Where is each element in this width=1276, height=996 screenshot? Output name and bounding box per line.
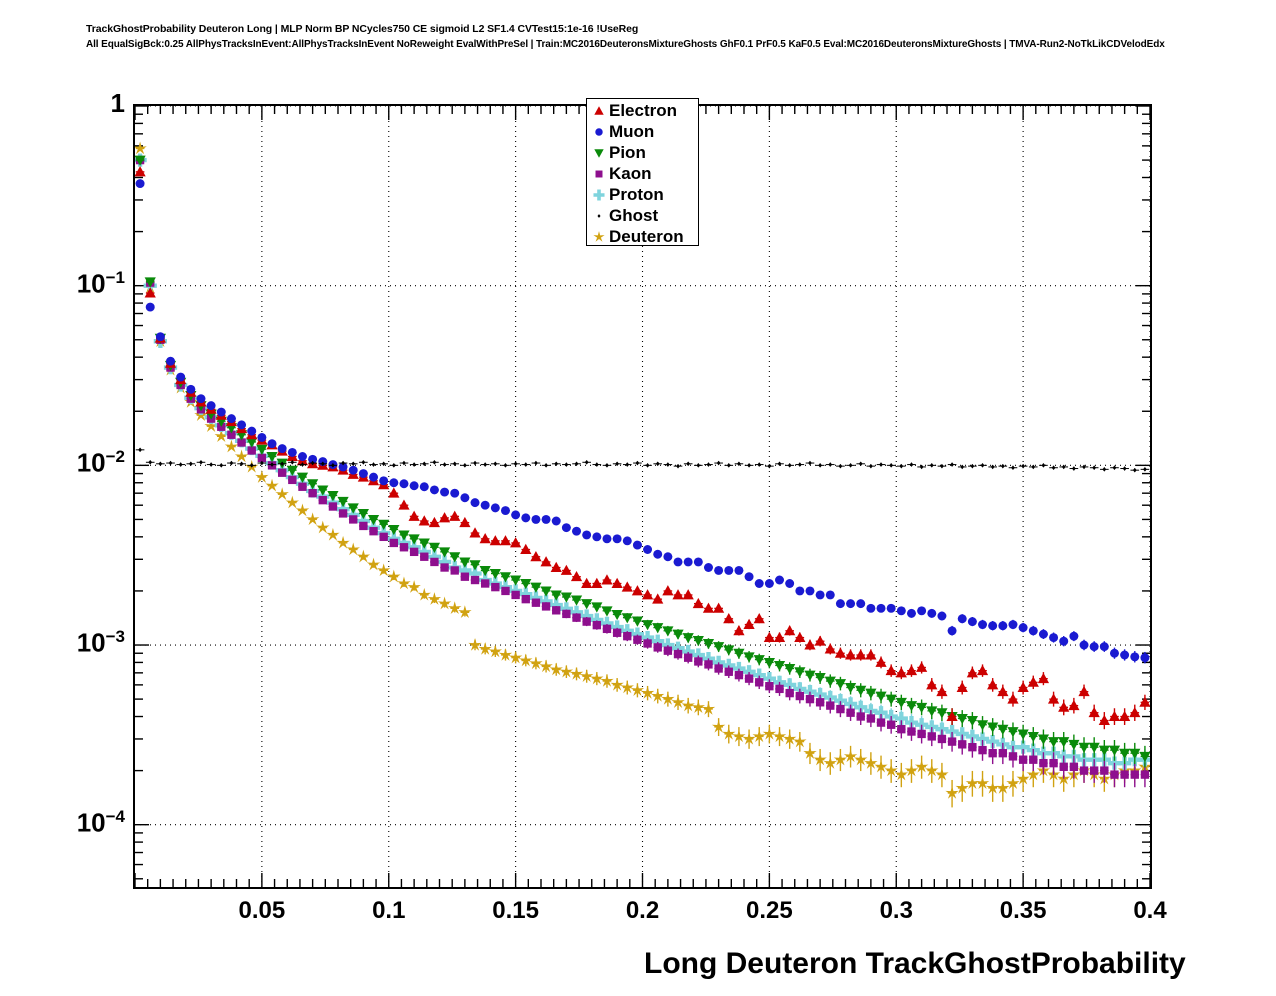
x-tick-label-4: 0.25 [746,897,793,924]
legend-label-deuteron: Deuteron [609,226,684,246]
x-axis-title: Long Deuteron TrackGhostProbability [644,947,1186,980]
series-muon [135,179,1150,664]
legend-entry-deuteron[interactable]: Deuteron [589,226,698,247]
series-pion [135,155,1150,768]
legend-label-electron: Electron [609,100,678,120]
legend-label-pion: Pion [609,142,646,162]
legend-marker-ghost [589,206,609,226]
series-electron [135,166,1150,730]
plot-canvas [135,106,1150,887]
x-tick-label-1: 0.1 [372,897,406,924]
y-tick-label-3: 10−3 [76,627,125,658]
y-tick-label-0: 1 [110,88,125,118]
legend-marker-deuteron [589,227,609,247]
legend-entry-kaon[interactable]: Kaon [589,163,698,184]
legend-entry-ghost[interactable]: Ghost [589,205,698,226]
y-tick-label-1: 10−1 [76,267,125,299]
chart-title-line-2: All EqualSigBck:0.25 AllPhysTracksInEven… [86,39,1165,50]
series-ghost [135,447,1150,473]
legend-entry-proton[interactable]: Proton [589,184,698,205]
series-kaon [135,155,1150,788]
legend-label-ghost: Ghost [609,205,659,225]
x-tick-label-6: 0.35 [999,897,1047,924]
legend-marker-proton [589,185,609,205]
legend-marker-pion [589,143,609,163]
legend-marker-kaon [589,164,609,184]
legend-label-kaon: Kaon [609,163,652,183]
axis-ticks [135,106,1150,887]
legend-entry-pion[interactable]: Pion [589,142,698,163]
chart-title-block: TrackGhostProbability Deuteron Long | ML… [86,22,1206,52]
legend-label-muon: Muon [609,121,655,141]
legend-marker-electron [589,101,609,121]
x-tick-label-2: 0.15 [492,897,539,924]
x-tick-label-7: 0.4 [1133,897,1167,924]
x-tick-label-3: 0.2 [625,897,660,924]
y-tick-label-2: 10−2 [76,447,125,478]
x-tick-label-0: 0.05 [238,897,286,924]
chart-title-line-1: TrackGhostProbability Deuteron Long | ML… [86,23,639,35]
legend-entry-electron[interactable]: Electron [589,100,698,121]
legend-label-proton: Proton [609,184,664,204]
x-tick-label-5: 0.3 [879,897,913,924]
legend-entry-muon[interactable]: Muon [589,121,698,142]
y-tick-label-4: 10−4 [76,806,125,838]
legend-marker-muon [589,122,609,142]
legend-box[interactable]: Electron Muon Pion Kaon Proton Ghost Deuteron [586,98,699,246]
